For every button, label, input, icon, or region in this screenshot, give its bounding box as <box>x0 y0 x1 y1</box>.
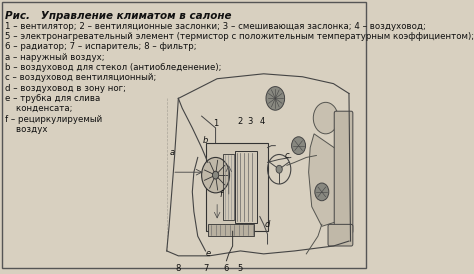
Circle shape <box>315 183 329 201</box>
Text: воздух: воздух <box>5 125 47 134</box>
Text: 1 – вентилятор; 2 – вентиляционные заслонки; 3 – смешивающая заслонка; 4 – возду: 1 – вентилятор; 2 – вентиляционные засло… <box>5 22 426 31</box>
Polygon shape <box>309 134 345 226</box>
FancyBboxPatch shape <box>206 143 267 231</box>
Text: f: f <box>219 190 222 199</box>
FancyBboxPatch shape <box>208 224 255 236</box>
FancyBboxPatch shape <box>1 2 366 268</box>
Circle shape <box>313 102 338 134</box>
Text: 3: 3 <box>247 117 252 126</box>
Text: e: e <box>205 249 210 258</box>
Text: a – наружный воздух;: a – наружный воздух; <box>5 53 104 62</box>
Text: 1: 1 <box>213 119 218 128</box>
Circle shape <box>212 171 219 179</box>
Text: 4: 4 <box>259 117 265 126</box>
Text: a: a <box>170 148 175 157</box>
Text: Рис.   Управление климатом в салоне: Рис. Управление климатом в салоне <box>5 11 231 21</box>
Text: e – трубка для слива: e – трубка для слива <box>5 94 100 103</box>
Text: c: c <box>284 151 289 160</box>
Text: b: b <box>203 136 208 145</box>
Text: 6 – радиатор; 7 – испаритель; 8 – фильтр;: 6 – радиатор; 7 – испаритель; 8 – фильтр… <box>5 42 196 51</box>
Text: b – воздуховод для стекол (антиобледенение);: b – воздуховод для стекол (антиобледенен… <box>5 63 221 72</box>
Circle shape <box>201 158 229 193</box>
Text: 8: 8 <box>176 264 181 273</box>
Text: c – воздуховод вентиляционный;: c – воздуховод вентиляционный; <box>5 73 156 82</box>
Text: 6: 6 <box>224 264 229 273</box>
Text: 7: 7 <box>203 264 208 273</box>
Text: 5 – электронагревательный элемент (термистор с положительным температурным коэфф: 5 – электронагревательный элемент (терми… <box>5 32 474 41</box>
FancyBboxPatch shape <box>334 111 353 233</box>
Text: 5: 5 <box>238 264 243 273</box>
Text: d: d <box>265 220 270 229</box>
FancyBboxPatch shape <box>328 224 353 246</box>
Text: конденсата;: конденсата; <box>5 104 72 113</box>
Circle shape <box>266 87 284 110</box>
Text: 2: 2 <box>238 117 243 126</box>
Circle shape <box>292 137 306 155</box>
Circle shape <box>276 165 283 173</box>
Text: f – рециркулируемый: f – рециркулируемый <box>5 115 102 124</box>
Text: d – воздуховод в зону ног;: d – воздуховод в зону ног; <box>5 84 126 93</box>
